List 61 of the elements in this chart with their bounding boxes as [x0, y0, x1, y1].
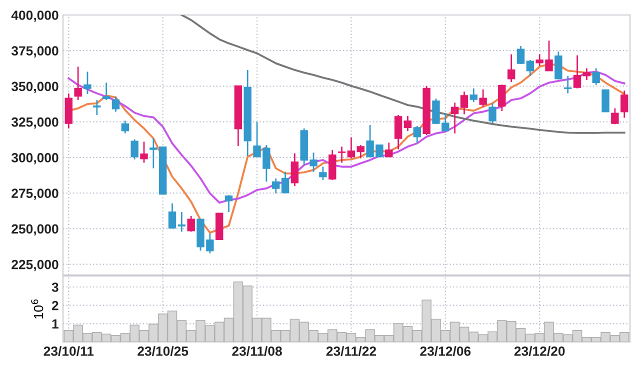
line-series: [180, 15, 626, 134]
candlestick: [460, 90, 468, 115]
x-tick-label: 23/11/08: [232, 346, 282, 356]
candlestick: [413, 125, 421, 144]
candlestick: [281, 171, 290, 194]
candlestick: [582, 68, 591, 81]
y-tick-label: 300,000: [11, 153, 58, 164]
candlestick: [385, 142, 393, 158]
candlestick: [516, 45, 525, 65]
y-tick-label: 350,000: [11, 82, 58, 94]
candlestick: [526, 59, 534, 77]
candlestick: [178, 211, 186, 232]
y-tick-label: 250,000: [12, 224, 58, 236]
candlestick: [74, 66, 82, 101]
line-series: [68, 70, 626, 204]
candlestick: [498, 84, 506, 112]
y-tick-label: 1: [52, 319, 58, 328]
candlestick: [554, 50, 562, 80]
x-tick-label: 23/12/06: [420, 346, 471, 356]
candlestick: [611, 108, 619, 125]
y-tick-label: 225,000: [12, 260, 58, 272]
candlestick: [338, 146, 346, 164]
x-tick-label: 23/11/22: [326, 346, 376, 356]
candlestick: [121, 120, 130, 134]
x-tick-label: 23/10/11: [44, 346, 94, 356]
y-tick-label: 375,000: [11, 46, 58, 58]
candlestick: [102, 82, 110, 101]
candlestick: [602, 88, 610, 112]
candlestick: [93, 99, 101, 116]
y-axis-title: 10$^{6}$: [31, 299, 44, 319]
candlestick: [404, 115, 412, 132]
candlestick: [356, 144, 364, 160]
candlestick: [168, 202, 176, 230]
candlestick: [290, 152, 299, 187]
candlestick: [328, 149, 336, 181]
candlestick: [592, 68, 600, 86]
candlestick: [620, 90, 628, 118]
candlestick: [187, 215, 195, 232]
candlestick: [507, 54, 516, 83]
x-tick-label: 23/12/20: [514, 346, 565, 356]
y-tick-label: 3: [52, 282, 58, 292]
candlestick: [470, 88, 478, 103]
candlestick: [140, 140, 148, 164]
y-tick-label: 275,000: [12, 188, 58, 200]
candlestick: [479, 88, 487, 108]
y-tick-label: 400,000: [11, 10, 58, 22]
candlestick: [488, 102, 496, 124]
candlestick: [394, 114, 402, 150]
candlestick: [112, 96, 120, 112]
candlestick: [573, 54, 582, 90]
candlestick: [272, 178, 280, 194]
candlestick: [130, 138, 138, 160]
candlestick: [564, 75, 572, 94]
candlestick: [224, 194, 233, 213]
x-tick-label: 23/10/25: [138, 346, 188, 356]
candlestick: [450, 102, 459, 134]
y-tick-label: 2: [52, 300, 58, 310]
candlestick: [347, 136, 356, 160]
candlestick: [319, 166, 327, 181]
candlestick: [84, 71, 92, 95]
y-tick-label: 325,000: [11, 117, 58, 129]
